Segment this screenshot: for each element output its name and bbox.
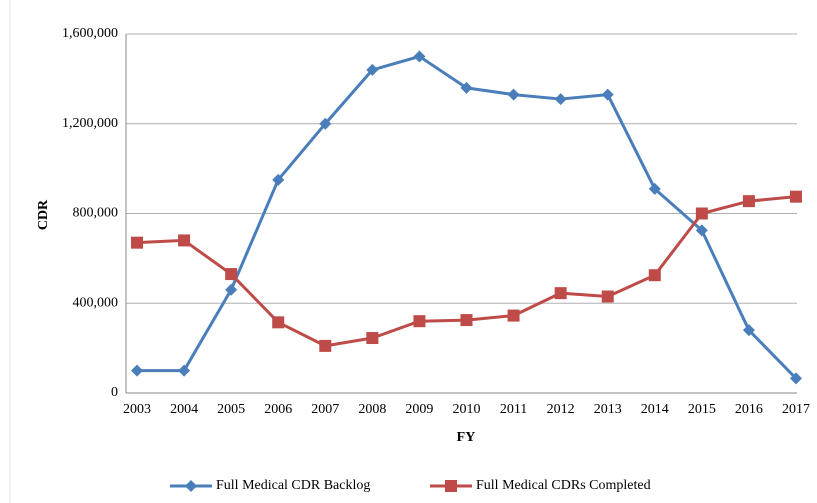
x-tick-label: 2006 <box>264 402 292 417</box>
x-tick-label: 2007 <box>311 402 339 417</box>
data-point <box>460 314 473 327</box>
data-point <box>460 81 473 94</box>
data-point <box>366 332 379 345</box>
data-point <box>178 234 191 247</box>
y-tick-label: 1,600,000 <box>62 26 118 41</box>
data-point <box>695 207 708 220</box>
x-tick-label: 2008 <box>358 402 386 417</box>
data-point <box>319 339 332 352</box>
data-point <box>131 236 143 249</box>
y-tick-label: 400,000 <box>73 295 119 310</box>
data-point <box>225 268 238 281</box>
y-tick-label: 800,000 <box>73 206 119 221</box>
y-tick-label: 1,200,000 <box>62 116 118 131</box>
data-point <box>742 324 755 337</box>
data-point <box>790 372 802 385</box>
x-tick-label: 2017 <box>782 402 810 417</box>
data-point <box>413 315 426 328</box>
data-point <box>648 182 661 195</box>
x-tick-label: 2005 <box>217 402 245 417</box>
data-point <box>272 316 285 329</box>
y-tick-label: 0 <box>111 385 118 400</box>
x-tick-label: 2010 <box>453 402 481 417</box>
data-point <box>554 93 567 106</box>
data-point <box>366 63 379 76</box>
data-point <box>178 364 191 377</box>
x-tick-label: 2011 <box>500 402 527 417</box>
data-point <box>225 283 238 296</box>
legend-label: Full Medical CDR Backlog <box>216 478 370 493</box>
data-point <box>695 224 708 237</box>
data-point <box>790 190 802 203</box>
data-point <box>601 290 614 303</box>
x-tick-label: 2014 <box>641 402 669 417</box>
x-tick-label: 2003 <box>123 402 151 417</box>
x-tick-label: 2013 <box>594 402 622 417</box>
y-axis-title: CDR <box>36 199 51 230</box>
data-point <box>507 309 520 322</box>
data-point <box>554 287 567 300</box>
data-point <box>648 269 661 282</box>
data-point <box>601 88 614 101</box>
x-tick-label: 2004 <box>170 402 198 417</box>
x-axis-title: FY <box>457 430 476 445</box>
data-point <box>413 50 426 63</box>
data-point <box>507 88 520 101</box>
data-point <box>131 364 143 377</box>
legend-label: Full Medical CDRs Completed <box>476 478 651 493</box>
legend-marker <box>445 480 457 492</box>
x-tick-label: 2009 <box>405 402 433 417</box>
legend-marker <box>185 480 197 492</box>
x-tick-label: 2012 <box>547 402 575 417</box>
data-point <box>272 173 285 186</box>
x-tick-label: 2015 <box>688 402 716 417</box>
x-tick-label: 2016 <box>735 402 763 417</box>
data-point <box>742 195 755 208</box>
data-point <box>319 117 332 130</box>
